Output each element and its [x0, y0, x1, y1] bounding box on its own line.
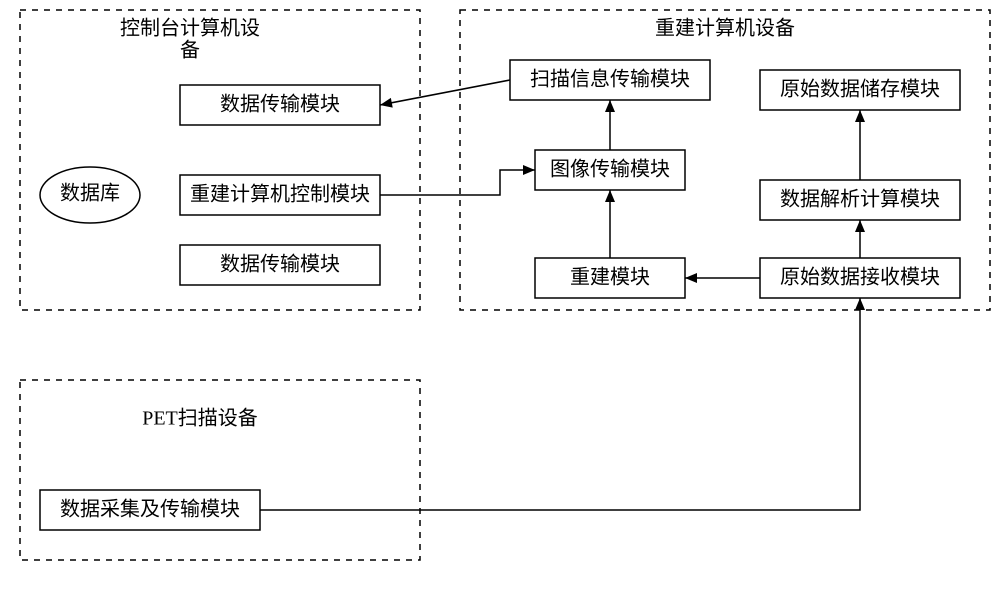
panel-recon	[460, 10, 990, 310]
edge-acqtx-to-rawrecv	[260, 298, 860, 510]
node-img_tx-label: 图像传输模块	[550, 158, 670, 181]
node-raw_store-label: 原始数据储存模块	[780, 78, 940, 101]
node-acq_tx-label: 数据采集及传输模块	[60, 498, 240, 521]
arrowhead-acqtx-to-rawrecv	[855, 298, 865, 310]
node-data_parse-label: 数据解析计算模块	[780, 188, 940, 211]
arrowhead-reconmod-to-imgtx	[605, 190, 615, 202]
node-recon_ctrl-label: 重建计算机控制模块	[190, 183, 370, 206]
arrowhead-reconctrl-to-imgtx	[523, 165, 535, 175]
node-scan_info_tx-label: 扫描信息传输模块	[530, 68, 690, 91]
edge-reconctrl-to-imgtx	[380, 170, 535, 195]
arrowhead-rawrecv-to-dataparse	[855, 220, 865, 232]
node-data_tx1-label: 数据传输模块	[220, 93, 340, 116]
edge-scaninfo-to-datatx1	[380, 80, 510, 105]
node-raw_recv-label: 原始数据接收模块	[780, 266, 940, 289]
arrowhead-rawrecv-to-reconmod	[685, 273, 697, 283]
arrowhead-scaninfo-to-datatx1	[380, 98, 393, 108]
node-recon_mod-label: 重建模块	[570, 266, 650, 289]
panel-recon-title: 重建计算机设备	[655, 17, 795, 40]
node-data_tx2-label: 数据传输模块	[220, 253, 340, 276]
arrowhead-dataparse-to-rawstore	[855, 110, 865, 122]
database-label: 数据库	[60, 182, 120, 205]
panel-console-title-line1: 控制台计算机设	[120, 17, 260, 40]
panel-console-title-line2: 备	[180, 39, 200, 62]
arrowhead-imgtx-to-scaninfo	[605, 100, 615, 112]
panel-pet-title: PET扫描设备	[142, 407, 258, 430]
